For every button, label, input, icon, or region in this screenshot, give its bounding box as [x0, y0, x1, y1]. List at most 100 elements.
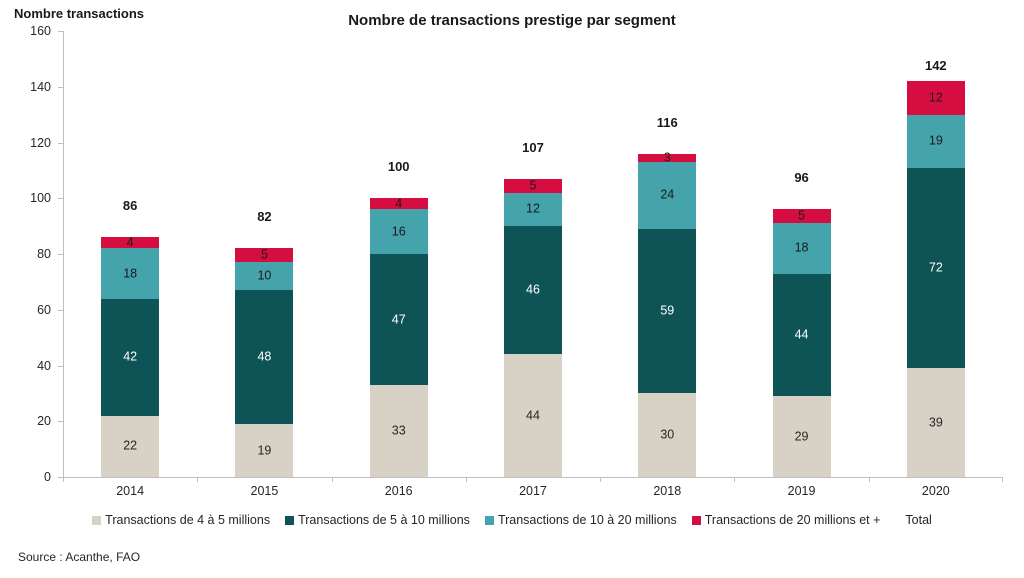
y-axis-tick-label: 40 [37, 358, 51, 373]
y-axis-tick [58, 365, 63, 367]
bar-segment: 12 [906, 81, 965, 115]
total-label: 142 [924, 58, 947, 74]
x-axis-tick [600, 477, 602, 482]
bar-column: 19 48 10 5 82 2015 [197, 31, 331, 498]
total-label: 116 [656, 114, 678, 130]
x-axis-tick [465, 477, 467, 482]
bar-segment-label: 4 [126, 235, 134, 250]
bar-segment: 48 [235, 290, 294, 425]
legend-swatch [691, 515, 701, 525]
x-axis-tick [868, 477, 870, 482]
bar-segment: 30 [638, 393, 697, 477]
legend-item: Transactions de 10 à 20 millions [484, 513, 677, 527]
bar-stack: 39 72 19 12 [906, 81, 965, 477]
bar-segment-label: 30 [660, 427, 675, 442]
bar-stack: 19 48 10 5 [235, 248, 294, 477]
x-axis-tick [1002, 477, 1003, 482]
bar-segment: 5 [772, 209, 831, 224]
bar-segment-label: 4 [395, 196, 403, 211]
bar-segment: 24 [638, 162, 697, 229]
legend-item: Transactions de 20 millions et + [691, 513, 881, 527]
y-axis-tick-label: 60 [37, 302, 51, 317]
source-note: Source : Acanthe, FAO [18, 550, 141, 564]
bar-column: 44 46 12 5 107 2017 [466, 31, 600, 498]
x-axis-tick [734, 477, 736, 482]
bar-segment-label: 33 [391, 423, 406, 438]
x-axis-tick-label: 2019 [787, 484, 816, 498]
legend-item-label: Transactions de 20 millions et + [704, 513, 881, 527]
bar-segment: 18 [101, 248, 160, 299]
bar-segment-label: 48 [257, 349, 272, 364]
bar-column: 39 72 19 12 142 2020 [869, 31, 1003, 498]
plot-area: 0 20 40 60 80 100 120 140 160 22 42 18 4 86 2014 19 48 1… [30, 24, 1003, 498]
x-axis-tick-label: 2015 [250, 484, 279, 498]
bar-segment: 29 [772, 396, 831, 477]
bar-segment: 5 [503, 179, 562, 193]
bar-segment: 39 [906, 368, 965, 477]
legend-item: Transactions de 4 à 5 millions [92, 513, 270, 527]
bar-segment: 47 [369, 254, 428, 386]
x-axis-tick-label: 2014 [116, 484, 145, 498]
bar-segment: 12 [503, 192, 562, 227]
bar-segment-label: 12 [526, 201, 540, 216]
bar-segment-label: 72 [928, 260, 943, 275]
total-label: 86 [122, 198, 138, 214]
y-axis-tick [58, 421, 63, 423]
bar-segment: 44 [503, 354, 562, 477]
bar-segment: 4 [101, 235, 160, 250]
x-axis-tick-label: 2017 [519, 484, 547, 498]
bar-segment-label: 42 [123, 349, 138, 364]
total-label: 82 [257, 209, 272, 225]
legend-swatch [285, 515, 295, 525]
bar-segment-label: 19 [928, 133, 943, 148]
y-axis-tick-label: 80 [37, 247, 51, 261]
bar-segment: 72 [906, 167, 965, 369]
bar-stack: 29 44 18 5 [772, 209, 831, 477]
bar-segment-label: 16 [391, 224, 406, 239]
bar-segment-label: 29 [794, 429, 809, 444]
legend: Transactions de 4 à 5 millions Transactio… [0, 513, 1024, 527]
y-axis-tick [58, 254, 63, 255]
bar-segment-label: 22 [123, 438, 138, 453]
y-axis-title: Nombre transactions [14, 6, 145, 21]
bar-segment: 5 [235, 248, 294, 263]
legend-swatch [484, 515, 494, 525]
bar-segment-label: 24 [660, 187, 675, 202]
legend-swatch [92, 515, 102, 525]
x-axis-tick-label: 2016 [384, 484, 413, 498]
bar-segment: 44 [772, 273, 831, 397]
bar-column: 22 42 18 4 86 2014 [63, 31, 197, 498]
bar-segment-label: 44 [794, 327, 809, 342]
bar-segment: 33 [369, 385, 428, 477]
bar-segment-label: 19 [257, 443, 272, 458]
bar-segment: 3 [638, 150, 697, 165]
legend-item-label: Transactions de 4 à 5 millions [105, 513, 271, 527]
bar-stack: 44 46 12 5 [503, 179, 562, 477]
legend-item-label: Transactions de 5 à 10 millions [298, 513, 470, 527]
bar-segment-label: 12 [928, 90, 943, 105]
y-axis-tick [58, 198, 63, 200]
bar-segment: 19 [235, 424, 294, 477]
total-label: 107 [522, 139, 544, 155]
bar-segment: 10 [235, 262, 294, 291]
x-axis-tick [63, 477, 64, 482]
bar-segment-label: 44 [526, 408, 540, 423]
legend-item-total: Total [905, 513, 931, 527]
y-axis-tick [58, 309, 63, 311]
bar-segment: 46 [503, 226, 562, 355]
bar-segment-label: 10 [257, 268, 272, 283]
bar-segment-label: 18 [123, 266, 138, 281]
x-axis-tick-label: 2020 [921, 484, 950, 498]
y-axis-line [63, 31, 64, 477]
bar-column: 33 47 16 4 100 2016 [332, 31, 466, 498]
y-axis-tick [58, 142, 63, 144]
bar-segment-label: 18 [794, 240, 809, 255]
bar-segment-label: 3 [663, 150, 671, 165]
legend-item-label: Total [905, 513, 932, 527]
x-axis-tick-label: 2018 [653, 484, 682, 498]
chart-title: Nombre de transactions prestige par segm… [348, 12, 676, 29]
legend-item-label: Transactions de 10 à 20 millions [497, 513, 677, 527]
bar-stack: 30 59 24 3 [638, 150, 697, 477]
total-label: 100 [387, 159, 410, 175]
